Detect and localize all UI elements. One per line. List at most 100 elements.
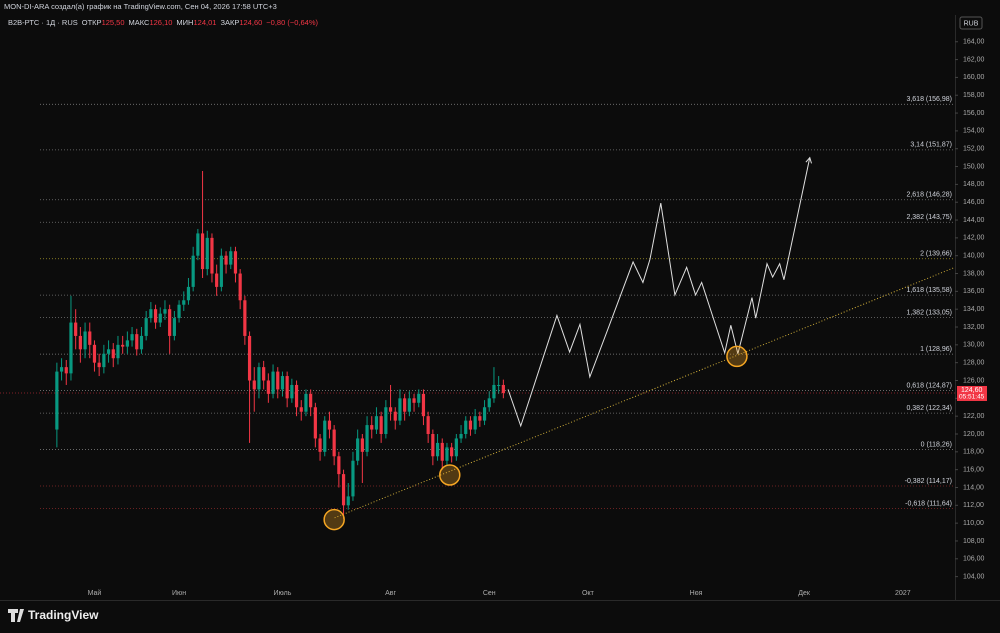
candle-body: [125, 340, 129, 347]
candle-body: [398, 398, 402, 421]
trendline: [334, 266, 956, 519]
ohlc-label: ЗАКР: [220, 18, 239, 27]
y-tick-label: 104,00: [963, 573, 985, 580]
candle-body: [55, 371, 59, 430]
candle-body: [69, 322, 73, 374]
brand-logo: [8, 609, 24, 622]
y-tick-label: 116,00: [963, 466, 984, 473]
candle-body: [304, 393, 308, 412]
candle-body: [318, 438, 322, 452]
legend: В2В-РТС · 1Д · RUS ОТКР125,50 МАКС126,10 МИ…: [8, 18, 319, 27]
candle-body: [102, 353, 106, 368]
last-price: 124,60: [961, 387, 983, 394]
candle-body: [360, 438, 364, 452]
candle-body: [135, 334, 139, 350]
projection-arrow: [805, 156, 812, 164]
candle-body: [294, 384, 299, 408]
ohlc-label: МИН: [176, 18, 193, 27]
pivot-circle: [726, 345, 748, 368]
fib-label: 2,382 (143,75): [906, 214, 952, 221]
pivot-circle: [323, 508, 345, 531]
last-price-timer: 05:51:45: [959, 394, 985, 401]
candle-body: [139, 335, 144, 350]
candle-body: [440, 442, 444, 461]
candle-body: [219, 255, 223, 287]
y-tick-label: 156,00: [963, 110, 985, 117]
candle-body: [116, 344, 120, 359]
fib-label: 3,14 (151,87): [910, 142, 952, 149]
candle-body: [247, 335, 252, 381]
candle-body: [106, 349, 111, 354]
y-tick-label: 120,00: [963, 431, 985, 438]
candle-body: [370, 425, 374, 430]
candle-body: [280, 376, 285, 390]
candle-body: [299, 407, 303, 412]
fib-label: 0 (118,26): [921, 441, 952, 448]
y-tick-label: 134,00: [963, 306, 985, 313]
y-tick-label: 122,00: [963, 413, 985, 420]
candle-body: [83, 331, 87, 350]
candle-body: [158, 313, 162, 323]
candle-body: [332, 429, 336, 457]
fib-label: -0,618 (111,64): [905, 500, 952, 507]
y-tick-label: 114,00: [963, 484, 984, 491]
fib-label: 0,382 (122,34): [906, 405, 952, 412]
y-tick-label: 160,00: [963, 74, 985, 81]
candle-body: [431, 433, 435, 457]
candle-body: [323, 420, 327, 452]
y-tick-label: 164,00: [963, 39, 985, 46]
ohlc-label: МАКС: [129, 18, 151, 27]
x-tick-label: Дек: [798, 590, 811, 597]
candle-body: [501, 384, 505, 393]
candle-body: [111, 349, 115, 359]
candle-body: [88, 331, 92, 345]
candle-body: [492, 384, 496, 399]
candle-body: [426, 416, 430, 434]
y-tick-label: 106,00: [963, 556, 985, 563]
y-tick-label: 162,00: [963, 56, 985, 63]
x-tick-label: Июн: [172, 590, 186, 597]
candle-body: [356, 438, 360, 461]
y-tick-label: 150,00: [963, 163, 985, 170]
ohlc-value: 125,50: [102, 18, 125, 27]
ohlc-value: 124,01: [193, 18, 216, 27]
candle-body: [215, 273, 219, 287]
candle-body: [257, 367, 261, 390]
y-tick-label: 130,00: [963, 342, 985, 349]
candle-body: [487, 398, 491, 408]
candle-body: [285, 376, 289, 399]
candle-body: [262, 367, 266, 381]
fib-label: 1 (128,96): [920, 346, 952, 353]
x-tick-label: Май: [88, 589, 102, 597]
candle-body: [473, 416, 477, 430]
change: −0,80 (−0,64%): [266, 18, 318, 27]
candle-body: [435, 442, 440, 457]
candle-body: [341, 474, 346, 506]
candle-body: [238, 273, 242, 301]
candle-body: [153, 309, 158, 323]
candle-body: [478, 416, 482, 421]
candle-body: [276, 371, 280, 390]
logo-icon: [8, 609, 24, 622]
candle-body: [459, 433, 463, 439]
candle-body: [313, 407, 317, 439]
y-tick-label: 154,00: [963, 128, 985, 135]
fib-label: 1,382 (133,05): [906, 309, 952, 316]
candle-body: [233, 251, 238, 274]
candle-body: [403, 398, 407, 412]
projection: [507, 157, 811, 428]
candle-body: [445, 447, 449, 461]
candle-body: [78, 335, 82, 350]
candle-body: [243, 300, 247, 336]
candle-body: [365, 425, 369, 452]
candle-body: [97, 362, 101, 368]
candle-body: [346, 496, 350, 506]
y-tick-label: 152,00: [963, 146, 985, 153]
candle-body: [417, 393, 421, 403]
candle-body: [168, 309, 172, 336]
y-tick-label: 142,00: [963, 235, 985, 242]
candle-body: [205, 237, 209, 270]
y-tick-label: 132,00: [963, 324, 985, 331]
